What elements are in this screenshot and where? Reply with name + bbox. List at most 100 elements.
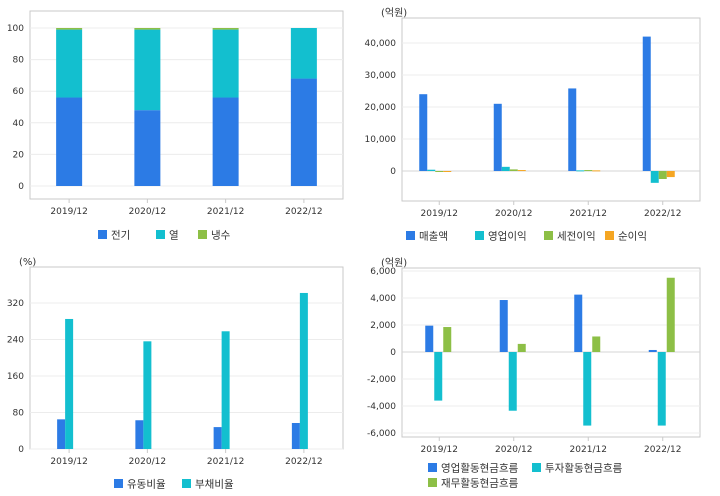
y-tick-label: 320 — [7, 299, 24, 309]
x-tick-label: 2021/12 — [570, 445, 607, 455]
legend-label: 유동비율 — [127, 479, 166, 491]
legend-label: 영업활동현금흐름 — [441, 462, 519, 475]
legend-swatch — [182, 479, 191, 488]
x-tick-label: 2020/12 — [495, 445, 532, 455]
bar-순이익-2019/12 — [443, 171, 452, 172]
bar-냉수-2021/12 — [212, 28, 239, 30]
y-tick-label: 80 — [13, 56, 25, 66]
legend-item: 영업이익 — [475, 230, 527, 243]
legend-item: 부채비율 — [182, 479, 234, 491]
legend-swatch — [198, 230, 207, 239]
bar-열-2020/12 — [134, 29, 161, 111]
bar-세전이익-2019/12 — [435, 171, 444, 172]
bar-냉수-2020/12 — [134, 28, 161, 30]
y-tick-label: 0 — [390, 348, 396, 358]
legend-swatch — [544, 231, 553, 240]
bar-냉수-2019/12 — [56, 28, 83, 30]
y-tick-label: 40 — [13, 119, 25, 129]
legend-swatch — [114, 479, 123, 488]
y-tick-label: 240 — [7, 336, 24, 346]
chart-1: 0 20 40 60 80 100 2019/12 2020/12 2021/12 2022/12… — [7, 10, 344, 242]
legend-label: 투자활동현금흐름 — [545, 462, 623, 475]
x-tick-label: 2019/12 — [50, 207, 87, 217]
legend-label: 부채비율 — [195, 479, 234, 491]
bar-영업활동현금흐름-2020/12 — [499, 300, 508, 352]
legend-item: 순이익 — [605, 231, 647, 243]
bar-영업이익-2020/12 — [501, 166, 510, 171]
bar-투자활동현금흐름-2020/12 — [508, 352, 517, 411]
bar-전기-2022/12 — [290, 78, 317, 186]
x-tick-label: 2021/12 — [570, 209, 607, 219]
unit-label: (억원) — [381, 7, 407, 19]
bar-순이익-2022/12 — [666, 171, 675, 178]
bar-전기-2020/12 — [134, 110, 161, 186]
x-tick-label: 2020/12 — [495, 209, 532, 219]
y-tick-label: 2,000 — [370, 321, 396, 331]
legend-label: 세전이익 — [557, 231, 596, 243]
legend-item: 전기 — [98, 230, 130, 242]
legend-swatch — [428, 463, 437, 472]
x-tick-label: 2021/12 — [207, 457, 244, 467]
bar-재무활동현금흐름-2020/12 — [517, 343, 526, 352]
bar-투자활동현금흐름-2022/12 — [657, 352, 666, 426]
x-tick-label: 2020/12 — [129, 457, 166, 467]
bar-유동비율-2022/12 — [291, 422, 300, 449]
x-tick-label: 2022/12 — [285, 207, 322, 217]
y-tick-label: 0 — [18, 445, 24, 455]
legend-label: 매출액 — [419, 231, 448, 243]
bar-매출액-2021/12 — [568, 88, 577, 171]
bar-열-2019/12 — [56, 29, 83, 98]
legend-item: 유동비율 — [114, 479, 166, 491]
bar-부채비율-2019/12 — [65, 318, 74, 449]
bar-열-2022/12 — [290, 28, 317, 79]
y-tick-label: 0 — [18, 182, 24, 192]
y-tick-label: 20 — [13, 150, 25, 160]
bar-영업활동현금흐름-2019/12 — [425, 325, 434, 352]
bar-재무활동현금흐름-2021/12 — [592, 336, 601, 352]
plot-frame — [29, 266, 344, 450]
x-tick-label: 2021/12 — [207, 207, 244, 217]
legend-label: 재무활동현금흐름 — [441, 477, 519, 490]
bar-유동비율-2019/12 — [57, 419, 66, 449]
unit-label: (%) — [19, 257, 36, 268]
chart-3: 0 80 160 240 320 2019/12 2020/12 2021/12 2022/12… — [7, 257, 344, 491]
y-tick-label: 60 — [13, 87, 25, 97]
legend-swatch — [532, 463, 541, 472]
chart-4: -6,000 -4,000 -2,000 0 2,000 4,000 6,000 2019/1… — [367, 257, 701, 490]
legend-item: 영업활동현금흐름 — [428, 462, 519, 475]
bar-유동비율-2021/12 — [213, 427, 222, 449]
bar-부채비율-2022/12 — [299, 292, 308, 449]
bar-부채비율-2020/12 — [143, 341, 152, 449]
y-tick-label: 4,000 — [370, 294, 396, 304]
legend-label: 냉수 — [211, 230, 231, 242]
x-tick-label: 2019/12 — [421, 445, 458, 455]
bar-전기-2021/12 — [212, 97, 239, 186]
unit-label: (억원) — [381, 257, 407, 269]
y-tick-label: 30,000 — [365, 71, 397, 81]
legend-label: 열 — [169, 230, 179, 242]
x-tick-label: 2020/12 — [129, 207, 166, 217]
bar-매출액-2020/12 — [493, 103, 502, 171]
x-tick-label: 2019/12 — [50, 457, 87, 467]
bar-순이익-2020/12 — [517, 170, 526, 172]
bar-세전이익-2020/12 — [509, 169, 518, 171]
legend-label: 전기 — [111, 230, 130, 242]
legend-item: 열 — [156, 230, 179, 242]
y-tick-label: -6,000 — [367, 429, 396, 439]
bar-영업이익-2019/12 — [427, 169, 436, 171]
x-tick-label: 2022/12 — [285, 457, 322, 467]
y-tick-label: 0 — [390, 167, 396, 177]
bar-매출액-2022/12 — [642, 36, 651, 171]
y-tick-label: 40,000 — [365, 39, 397, 49]
y-tick-label: 20,000 — [365, 103, 397, 113]
legend-item: 세전이익 — [544, 231, 596, 243]
y-tick-label: -2,000 — [367, 375, 396, 385]
plot-frame — [29, 10, 344, 200]
bar-전기-2019/12 — [56, 97, 83, 186]
bar-영업활동현금흐름-2021/12 — [574, 294, 583, 352]
bar-영업이익-2022/12 — [650, 171, 659, 183]
legend-swatch — [605, 231, 614, 240]
y-tick-label: -4,000 — [367, 402, 396, 412]
bar-세전이익-2021/12 — [584, 170, 593, 172]
